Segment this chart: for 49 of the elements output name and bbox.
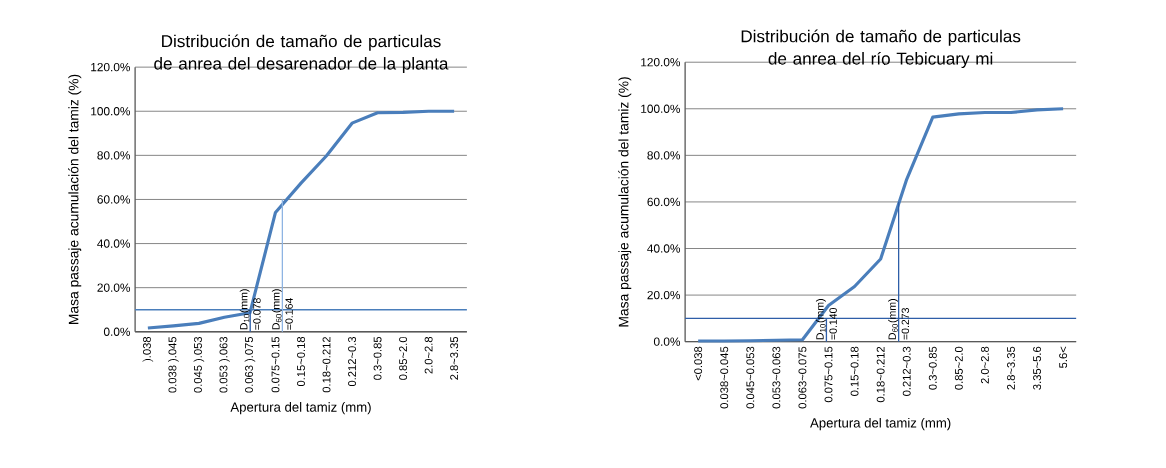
- y-tick-label: 0.0%: [103, 327, 131, 336]
- y-tick-label: 120.0%: [641, 57, 681, 67]
- x-tick-label: 0.045 ).053: [193, 336, 205, 393]
- x-tick-label: 0.045~0.053: [746, 346, 755, 409]
- y-tick-label: 100.0%: [91, 107, 131, 116]
- x-tick-label: 0.075~0.15: [824, 346, 833, 403]
- x-tick-label: 2.8~3.35: [1007, 346, 1015, 390]
- x-tick-label: 0.18~0.212: [876, 346, 885, 403]
- y-tick-label: 100.0%: [641, 104, 681, 113]
- chart-title: Distribución de tamaño de particulas de anrea del desarenador de la planta: [154, 34, 449, 74]
- x-tick-label: 0.3~0.85: [373, 336, 382, 380]
- x-tick-label: 5.6<: [1059, 346, 1068, 368]
- y-tick-label: 20.0%: [647, 290, 681, 300]
- x-tick-label: ).038: [142, 336, 154, 362]
- x-tick-label: 2.8~3.35: [450, 336, 459, 380]
- y-axis-title: Masa passaje acumulación del tamiz (%): [68, 74, 82, 324]
- line-series: [696, 107, 1065, 343]
- x-tick-label: 2.0~2.8: [980, 346, 989, 384]
- y-tick-label: 60.0%: [97, 195, 131, 204]
- x-tick-label: 0.053 ).063: [219, 336, 230, 393]
- x-tick-label: 3.35~5.6: [1033, 346, 1042, 390]
- chart-title: Distribución de tamaño de particulas de anrea del río Tebicuary mi: [741, 29, 1021, 69]
- x-tick-label: <0.038: [694, 346, 703, 381]
- x-tick-label: 0.038~0.045: [720, 346, 729, 409]
- x-tick-label: 0.85~2.0: [954, 346, 963, 390]
- x-tick-label: 2.0~2.8: [424, 336, 433, 374]
- y-tick-label: 40.0%: [97, 239, 131, 248]
- y-axis-title: Masa passaje acumulación del tamiz (%): [618, 77, 632, 327]
- x-axis-title: Apertura del tamiz (mm): [230, 402, 371, 415]
- x-tick-label: 0.85~2.0: [399, 336, 408, 380]
- y-tick-label: 120.0%: [91, 62, 131, 72]
- x-tick-label: 0.063~0.075: [798, 346, 807, 409]
- y-tick-label: 0.0%: [653, 337, 681, 346]
- x-tick-label: 0.3~0.85: [928, 346, 937, 390]
- y-tick-label: 80.0%: [647, 151, 681, 160]
- y-tick-label: 20.0%: [97, 283, 131, 292]
- x-tick-label: 0.038 ).045: [168, 336, 179, 393]
- x-tick-label: 0.15~0.18: [297, 336, 305, 387]
- x-tick-label: 0.18~0.212: [322, 336, 331, 393]
- y-tick-label: 80.0%: [97, 151, 131, 160]
- x-tick-label: 0.063 ).075: [244, 336, 256, 393]
- x-tick-label: 0.075~0.15: [271, 336, 280, 393]
- x-tick-label: 0.15~0.18: [850, 346, 859, 396]
- y-tick-label: 40.0%: [647, 244, 681, 253]
- x-tick-label: 0.053~0.063: [772, 346, 781, 409]
- x-axis-title: Apertura del tamiz (mm): [810, 417, 951, 431]
- y-tick-label: 60.0%: [647, 197, 681, 207]
- x-tick-label: 0.212~0.3: [902, 346, 911, 396]
- x-tick-label: 0.212~0.3: [348, 336, 356, 387]
